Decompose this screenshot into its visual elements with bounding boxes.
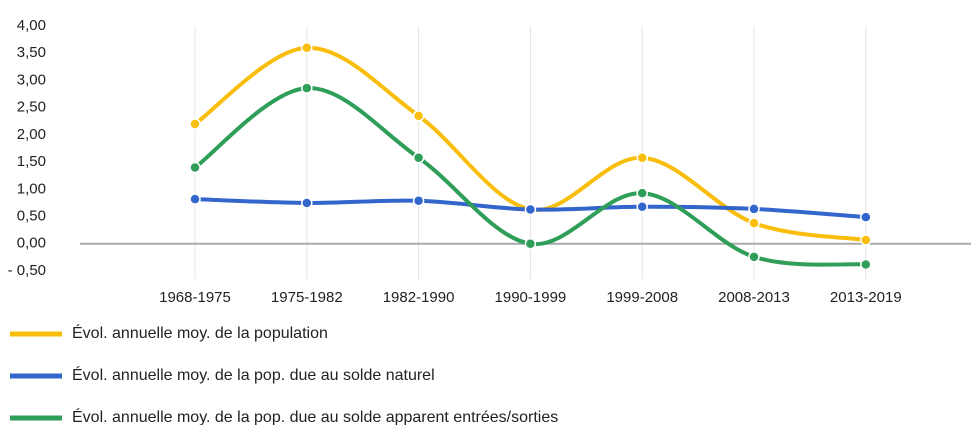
point [748, 251, 760, 263]
point [189, 118, 201, 130]
y-tick-label: 3,50 [17, 44, 46, 61]
point [636, 201, 648, 213]
point [524, 203, 537, 216]
legend-label: Évol. annuelle moy. de la pop. due au so… [72, 365, 435, 384]
legend-label: Évol. annuelle moy. de la pop. due au so… [72, 407, 558, 425]
y-tick-label: 1,00 [17, 180, 46, 197]
point [189, 161, 201, 174]
y-tick-label: 2,50 [17, 99, 46, 116]
y-tick-label: 0,50 [17, 208, 46, 225]
y-tick-label: 0,00 [17, 235, 46, 252]
x-tick-label: 1968-1975 [159, 289, 231, 306]
x-tick-label: 1990-1999 [495, 289, 567, 306]
point [301, 42, 313, 54]
y-tick-label: 1,50 [17, 153, 46, 170]
point [301, 197, 313, 209]
x-tick-label: 1975-1982 [271, 289, 343, 306]
point [412, 195, 425, 207]
point [860, 234, 872, 246]
point [860, 258, 872, 271]
point [301, 82, 313, 94]
point [748, 217, 760, 229]
y-tick-label: 3,00 [17, 71, 46, 88]
point [412, 152, 425, 164]
point [860, 211, 872, 223]
x-tick-label: 2008-2013 [718, 289, 790, 306]
x-tick-label: 1982-1990 [383, 289, 455, 306]
point [636, 152, 648, 164]
point [524, 238, 537, 250]
point [748, 203, 760, 215]
y-tick-label: 2,00 [17, 126, 46, 143]
point [636, 187, 648, 199]
point [412, 110, 425, 122]
x-tick-label: 1999-2008 [606, 289, 678, 306]
y-tick-label: - 0,50 [8, 262, 46, 279]
point [189, 193, 201, 205]
x-tick-label: 2013-2019 [830, 289, 902, 306]
legend-label: Évol. annuelle moy. de la population [72, 323, 328, 342]
y-tick-label: 4,00 [17, 17, 46, 34]
